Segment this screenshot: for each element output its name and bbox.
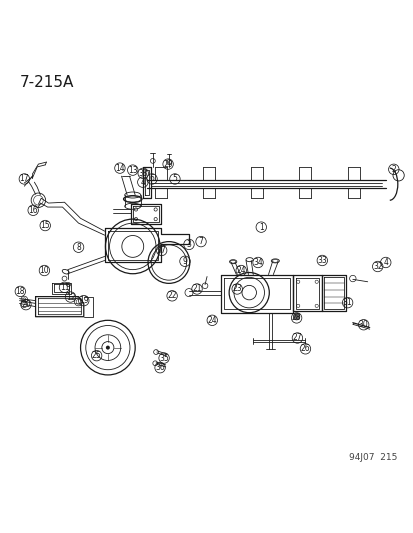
Text: 7-215A: 7-215A [19,75,74,90]
Text: 31: 31 [342,298,351,307]
Text: 38: 38 [138,169,148,178]
Text: 15: 15 [40,221,50,230]
Text: 94J07  215: 94J07 215 [349,454,397,463]
Text: 7: 7 [198,237,203,246]
Text: 36: 36 [155,363,164,372]
Text: 8: 8 [76,243,81,252]
Text: 34: 34 [253,258,262,267]
Text: 2: 2 [390,165,395,174]
Text: 20: 20 [21,300,31,309]
Text: 37: 37 [157,246,166,255]
Text: 14: 14 [115,164,124,173]
Text: 23: 23 [232,285,242,294]
Text: 24: 24 [236,266,245,275]
Text: 11: 11 [59,283,69,292]
Text: 30: 30 [358,320,368,329]
Text: 12: 12 [66,293,75,302]
Text: 18: 18 [16,287,25,296]
Text: 21: 21 [192,285,201,294]
Text: 6: 6 [149,174,154,183]
Text: 33: 33 [317,256,326,265]
Text: 25: 25 [92,351,101,360]
Text: 13: 13 [128,166,137,175]
Text: 9: 9 [182,257,187,266]
Text: 24: 24 [207,316,216,325]
Text: 26: 26 [300,344,309,353]
Text: 10: 10 [40,266,49,275]
Text: 32: 32 [372,262,382,271]
Text: 5: 5 [172,174,177,183]
Text: 29: 29 [163,159,173,168]
Text: 27: 27 [292,334,301,343]
Text: 4: 4 [382,258,387,267]
Text: 19: 19 [79,296,88,305]
Text: 4: 4 [140,177,145,187]
Circle shape [293,313,299,320]
Text: 35: 35 [159,353,169,362]
Text: 16: 16 [28,206,38,215]
Text: 3: 3 [186,240,191,249]
Circle shape [106,345,109,350]
Text: 22: 22 [167,292,176,300]
Text: 17: 17 [19,174,29,183]
Text: 28: 28 [291,313,301,322]
Text: 1: 1 [258,223,263,232]
